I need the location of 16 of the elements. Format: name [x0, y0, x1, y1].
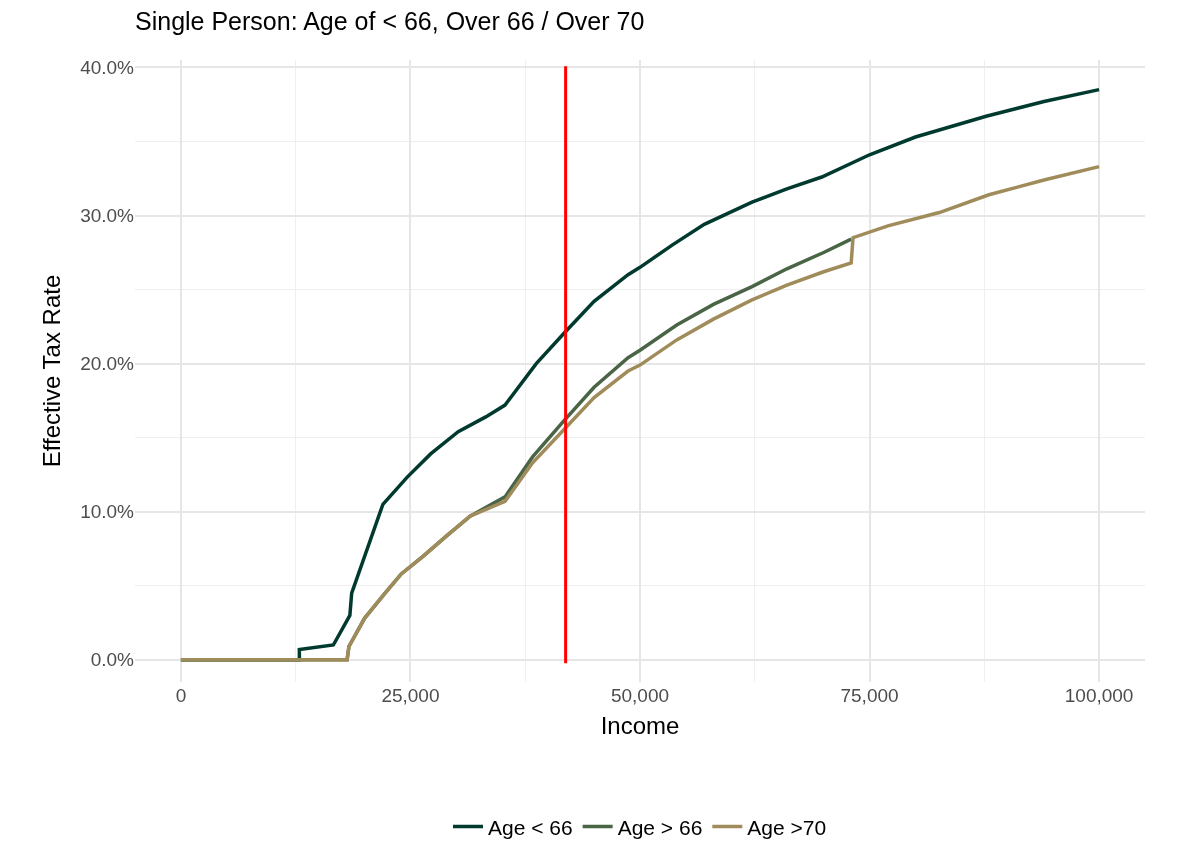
- legend-label: Age > 66: [617, 815, 703, 839]
- legend-label: Age >70: [747, 815, 827, 839]
- y-tick-label: 0.0%: [90, 649, 135, 671]
- x-tick-label: 100,000: [1064, 685, 1134, 706]
- y-tick-label: 40.0%: [80, 57, 135, 79]
- legend-label: Age < 66: [488, 815, 573, 839]
- y-tick-label: 30.0%: [80, 205, 135, 227]
- y-axis-title: Effective Tax Rate: [38, 274, 66, 468]
- x-axis-title: Income: [600, 712, 680, 740]
- x-tick-label: 0: [175, 685, 187, 706]
- chart-title: Single Person: Age of < 66, Over 66 / Over 70: [135, 7, 645, 36]
- y-tick-label: 10.0%: [80, 501, 135, 523]
- x-tick-label: 75,000: [840, 685, 899, 706]
- x-tick-label: 25,000: [381, 685, 440, 706]
- y-tick-label: 20.0%: [80, 353, 135, 375]
- x-tick-label: 50,000: [610, 685, 670, 706]
